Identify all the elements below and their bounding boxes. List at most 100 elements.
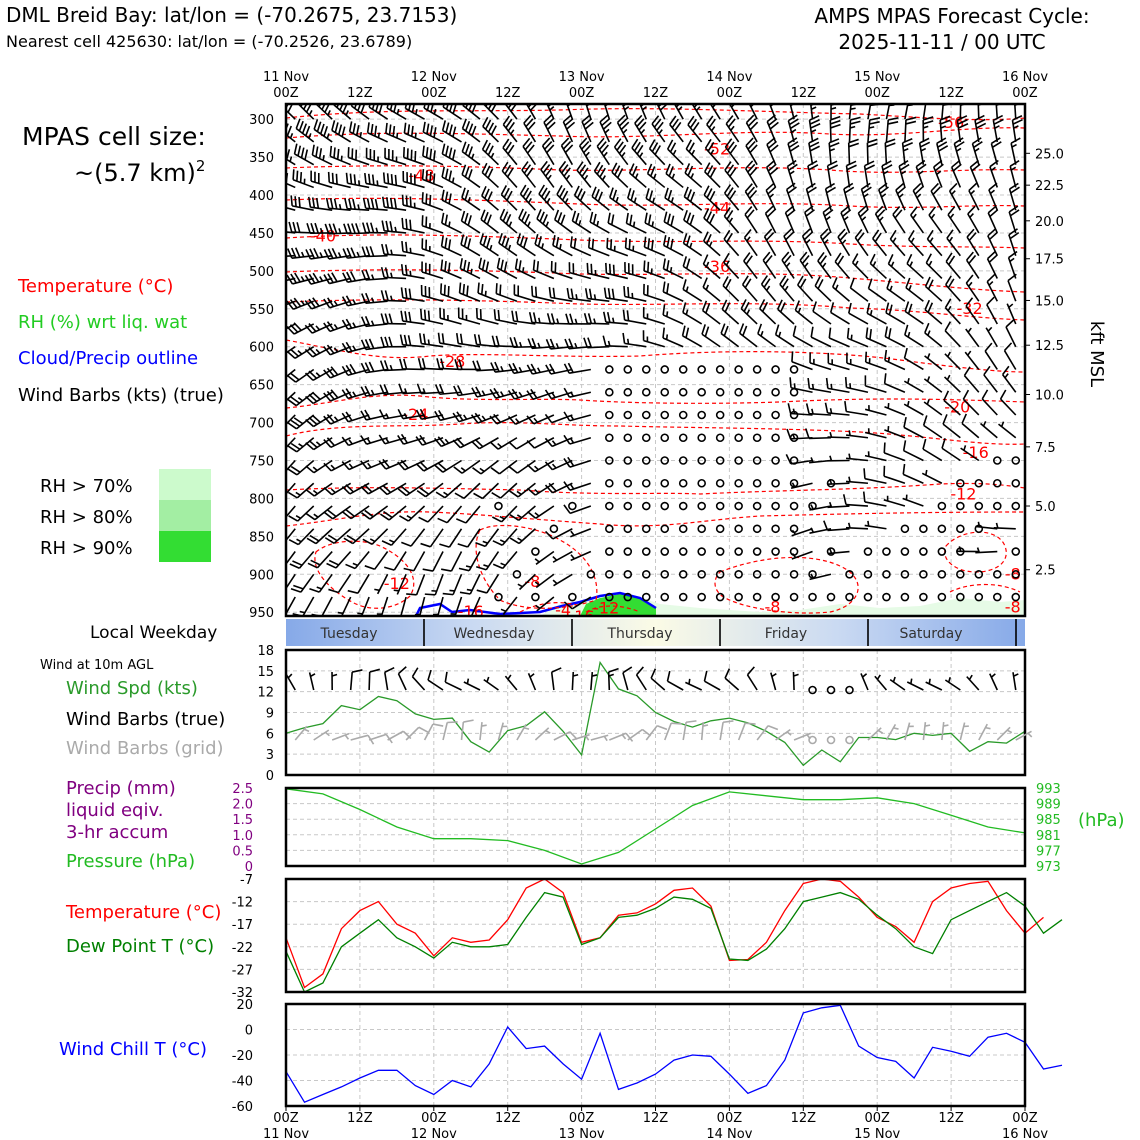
barb-shaft — [609, 732, 627, 741]
barb-half-flag — [500, 608, 507, 612]
surface-wind-series-0 — [285, 660, 1026, 767]
calm-circle — [789, 569, 799, 579]
barb-flag — [599, 167, 606, 178]
upper-wind-barb — [724, 138, 740, 166]
upper-wind-barb — [723, 184, 740, 211]
barb-half-flag — [394, 226, 397, 233]
upper-wind-barb — [804, 205, 815, 234]
barb-flag — [932, 186, 941, 196]
upper-wind-barb — [421, 238, 444, 257]
barb-flag — [329, 198, 334, 209]
barb-flag — [401, 241, 404, 252]
barb-half-flag — [811, 383, 815, 390]
upper-wind-barb — [458, 551, 481, 572]
upper-wind-barb — [527, 505, 555, 519]
barb-flag — [822, 205, 832, 214]
barb-flag — [590, 263, 593, 275]
upper-wind-barb — [1010, 137, 1021, 165]
temperature-dewpoint-series-1 — [285, 891, 1063, 993]
upper-wind-barb — [540, 160, 555, 188]
windchill-tick-label: 20 — [236, 998, 253, 1013]
calm-circle — [752, 410, 762, 420]
isotherm-label: -16 — [569, 607, 595, 626]
barb-flag — [298, 196, 301, 208]
barb-shaft — [500, 482, 518, 499]
barb-flag — [323, 369, 331, 379]
barb-flag — [309, 587, 320, 593]
barb-flag — [645, 188, 650, 199]
barbs-grid-label: Wind Barbs (grid) — [66, 738, 224, 759]
upper-wind-barb — [744, 160, 758, 188]
barb-flag — [406, 593, 417, 596]
upper-wind-barb — [906, 253, 924, 280]
barb-flag — [483, 211, 489, 223]
barb-half-flag — [951, 190, 956, 196]
barb-flag — [418, 516, 429, 523]
upper-wind-barb — [847, 138, 860, 165]
upper-wind-barb — [807, 377, 832, 394]
barb-half-flag — [570, 530, 575, 536]
barb-flag — [576, 161, 584, 171]
barb-flag — [692, 121, 700, 132]
barb-flag — [597, 191, 603, 202]
barb-flag — [507, 104, 513, 109]
surface-barb-grid — [808, 735, 817, 745]
barb-flag — [427, 669, 432, 681]
upper-wind-barb — [942, 414, 961, 439]
barb-flag — [467, 169, 473, 180]
barb-half-flag — [414, 132, 417, 139]
barb-flag — [330, 366, 339, 376]
barb-half-flag — [907, 331, 911, 338]
barb-flag — [497, 309, 501, 321]
upper-wind-barb — [660, 433, 670, 443]
upper-wind-barb — [538, 184, 555, 211]
barb-flag — [341, 365, 349, 376]
barb-flag — [706, 188, 713, 199]
barb-flag — [499, 208, 506, 219]
barb-half-flag — [281, 422, 286, 424]
barb-half-flag — [641, 106, 648, 111]
upper-wind-barb — [605, 262, 628, 280]
barb-flag — [465, 104, 469, 109]
barb-shaft — [827, 527, 850, 532]
upper-wind-barb — [403, 122, 425, 143]
barb-flag — [565, 313, 570, 324]
barb-flag — [385, 220, 389, 232]
wind-barbs-upper — [281, 104, 1023, 616]
calm-circle — [697, 592, 706, 602]
barb-flag — [471, 440, 480, 450]
pressure-tick-label: 350 — [249, 151, 274, 166]
isotherm-label: -36 — [704, 257, 730, 276]
upper-wind-barb — [678, 524, 688, 534]
barb-flag — [346, 271, 353, 282]
profile-frame — [284, 102, 1027, 618]
upper-wind-barb — [452, 437, 481, 449]
upper-wind-barb — [648, 139, 666, 166]
barb-half-flag — [578, 220, 582, 226]
wind-note: Wind at 10m AGL — [40, 658, 154, 673]
upper-wind-barb — [461, 187, 481, 211]
barb-flag — [304, 274, 312, 285]
barb-flag — [532, 259, 536, 271]
barb-half-flag — [330, 464, 336, 470]
upper-wind-barb — [380, 313, 407, 325]
upper-wind-barb — [715, 365, 725, 374]
barb-flag — [850, 116, 861, 121]
rh-80-swatch — [159, 500, 211, 531]
surface-barb-true — [607, 667, 619, 691]
barb-shaft — [700, 721, 705, 741]
barb-flag — [686, 235, 691, 246]
barb-flag — [799, 278, 807, 289]
top-hour-label: 12Z — [643, 86, 669, 101]
barb-flag — [544, 530, 554, 540]
barb-flag — [847, 302, 852, 314]
calm-circle — [937, 501, 947, 511]
windchill-tick-label: -60 — [232, 1100, 253, 1115]
barb-flag — [360, 410, 367, 421]
barb-flag — [543, 190, 551, 201]
upper-wind-barb — [422, 145, 444, 166]
barb-flag — [526, 390, 534, 400]
upper-wind-barb — [848, 104, 862, 120]
barb-flag — [723, 252, 730, 263]
upper-wind-barb — [406, 573, 426, 596]
